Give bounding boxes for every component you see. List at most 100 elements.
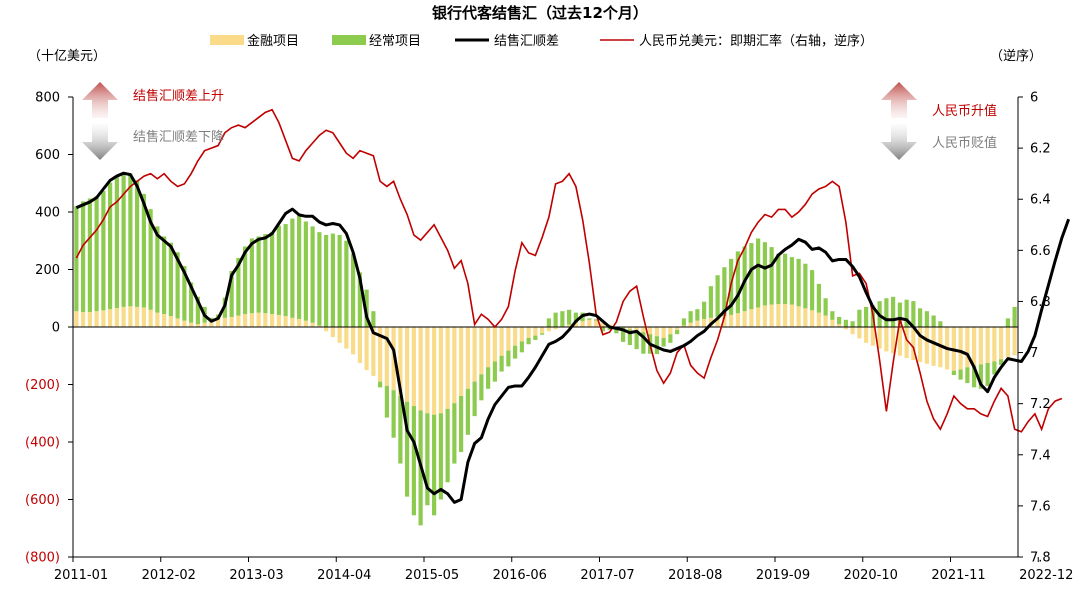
financial-bar xyxy=(121,306,126,328)
financial-bar xyxy=(816,312,821,328)
current-bar xyxy=(351,253,356,327)
current-bar xyxy=(708,286,713,318)
financial-bar xyxy=(850,327,855,335)
financial-bar xyxy=(573,322,578,327)
current-bar xyxy=(189,282,194,323)
annotation-rmb-depreciation: 人民币贬值 xyxy=(932,135,997,151)
current-bar xyxy=(337,235,342,327)
current-bar xyxy=(391,390,396,438)
financial-bar xyxy=(884,327,889,352)
x-axis-ticks: 2011-01 2012-02 2013-03 2014-04 2015-05 2016-… xyxy=(54,556,1073,583)
current-bars xyxy=(74,173,1017,526)
current-bar xyxy=(627,329,632,346)
financial-bar xyxy=(587,319,592,327)
current-bar xyxy=(506,350,511,367)
financial-bar xyxy=(425,327,430,414)
financial-bar xyxy=(148,309,153,327)
financial-bar xyxy=(749,309,754,327)
financial-bar xyxy=(1012,327,1017,356)
current-bar xyxy=(695,309,700,321)
financial-bar xyxy=(742,311,747,327)
current-bar xyxy=(810,270,815,311)
x-tick-label: 2021-11 xyxy=(931,568,985,583)
financial-bar xyxy=(918,327,923,363)
current-bar xyxy=(492,361,497,382)
current-bar xyxy=(303,221,308,321)
financial-bar xyxy=(999,327,1004,360)
financial-bar xyxy=(735,313,740,327)
current-bar xyxy=(958,369,963,380)
left-axis-unit: （十亿美元） xyxy=(28,49,106,64)
x-tick-label: 2014-04 xyxy=(317,568,371,583)
current-bar xyxy=(148,209,153,310)
current-bar xyxy=(290,218,295,318)
financial-bar xyxy=(432,327,437,415)
financial-bar xyxy=(762,305,767,327)
financial-bar xyxy=(216,318,221,327)
current-bar xyxy=(384,385,389,418)
current-bar xyxy=(519,341,524,353)
current-bar xyxy=(486,367,491,389)
x-tick-label: 2019-09 xyxy=(756,568,810,583)
financial-bar xyxy=(580,321,585,327)
current-bar xyxy=(587,318,592,320)
current-bar xyxy=(816,283,821,313)
right-tick-label: 7 xyxy=(1030,346,1038,361)
financial-bar xyxy=(958,327,963,370)
current-bar xyxy=(263,234,268,314)
current-bar xyxy=(229,270,234,317)
current-bar xyxy=(654,336,659,355)
x-tick-label: 2013-03 xyxy=(229,568,283,583)
financial-bar xyxy=(722,316,727,327)
current-bar xyxy=(141,193,146,308)
current-bar xyxy=(762,242,767,306)
current-bar xyxy=(243,246,248,315)
financial-bar xyxy=(843,327,848,330)
financial-bar xyxy=(141,307,146,327)
current-bar xyxy=(560,311,565,327)
current-bar xyxy=(884,298,889,327)
current-bar xyxy=(857,309,862,327)
current-bar xyxy=(641,332,646,354)
financial-bar xyxy=(108,309,113,327)
left-tick-label: 800 xyxy=(35,91,60,106)
current-bar xyxy=(155,226,160,313)
financial-bar xyxy=(411,327,416,407)
financial-bar xyxy=(324,327,329,332)
current-bar xyxy=(317,232,322,326)
legend-label-fx: 人民币兑美元：即期汇率（右轴，逆序） xyxy=(639,33,873,49)
current-bar xyxy=(972,365,977,388)
right-tick-label: 7.8 xyxy=(1030,551,1051,566)
financial-bar xyxy=(864,327,869,343)
financial-bar xyxy=(398,327,403,396)
financial-bar xyxy=(209,320,214,327)
legend-swatch-financial xyxy=(210,35,244,45)
current-bar xyxy=(378,381,383,388)
financial-bar xyxy=(405,327,410,402)
current-bar xyxy=(371,311,376,327)
current-bar xyxy=(891,296,896,327)
down-arrow-icon xyxy=(82,124,118,160)
x-tick-label: 2022-12 xyxy=(1019,568,1073,583)
financial-bar xyxy=(506,327,511,351)
right-tick-label: 7.4 xyxy=(1030,448,1051,463)
current-bar xyxy=(452,403,457,464)
financial-bar xyxy=(364,327,369,371)
financial-bar xyxy=(567,324,572,327)
current-bar xyxy=(600,327,605,332)
financial-bar xyxy=(344,327,349,349)
current-bar xyxy=(209,317,214,321)
current-bar xyxy=(114,177,119,309)
current-bar xyxy=(951,370,956,376)
financial-bar xyxy=(270,314,275,327)
current-bar xyxy=(931,315,936,327)
current-bar xyxy=(445,408,450,483)
financial-bar xyxy=(931,327,936,366)
financial-bar xyxy=(796,306,801,327)
financial-bar xyxy=(533,327,538,336)
current-bar xyxy=(459,396,464,453)
legend-label-current: 经常项目 xyxy=(369,34,421,49)
current-bar xyxy=(81,201,86,313)
current-bar xyxy=(924,311,929,327)
financial-bar xyxy=(297,318,302,327)
